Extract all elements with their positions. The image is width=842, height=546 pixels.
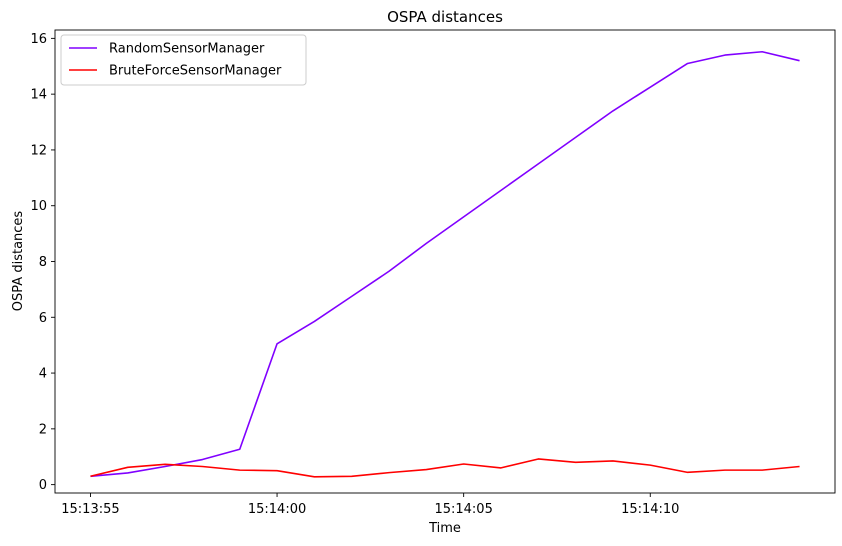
y-tick-label: 0 <box>39 478 47 493</box>
y-tick-label: 10 <box>30 199 47 214</box>
x-tick-label: 15:13:55 <box>61 502 119 517</box>
y-tick-label: 8 <box>39 255 47 270</box>
legend-box <box>60 34 307 86</box>
legend-label: RandomSensorManager <box>109 42 265 57</box>
legend-label: BruteForceSensorManager <box>109 64 282 79</box>
y-axis: 0 2 4 6 8 10 12 14 16 <box>30 32 55 493</box>
y-tick-label: 14 <box>30 88 47 103</box>
x-tick-label: 15:14:00 <box>248 502 306 517</box>
series-line-1 <box>90 458 800 478</box>
plot-area <box>90 50 800 478</box>
y-tick-label: 12 <box>30 143 47 158</box>
x-axis: 15:13:55 15:14:00 15:14:05 15:14:10 <box>61 493 679 517</box>
y-tick-label: 16 <box>30 32 47 47</box>
y-tick-label: 4 <box>39 367 47 382</box>
series-line-0 <box>90 50 800 478</box>
x-tick-label: 15:14:10 <box>621 502 679 517</box>
chart-title: OSPA distances <box>387 8 503 26</box>
legend: RandomSensorManager BruteForceSensorManag… <box>60 34 307 86</box>
y-axis-label: OSPA distances <box>11 211 26 312</box>
y-tick-label: 6 <box>39 311 47 326</box>
x-axis-label: Time <box>428 521 461 536</box>
plot-frame <box>54 29 836 494</box>
y-tick-label: 2 <box>39 422 47 437</box>
x-tick-label: 15:14:05 <box>434 502 492 517</box>
